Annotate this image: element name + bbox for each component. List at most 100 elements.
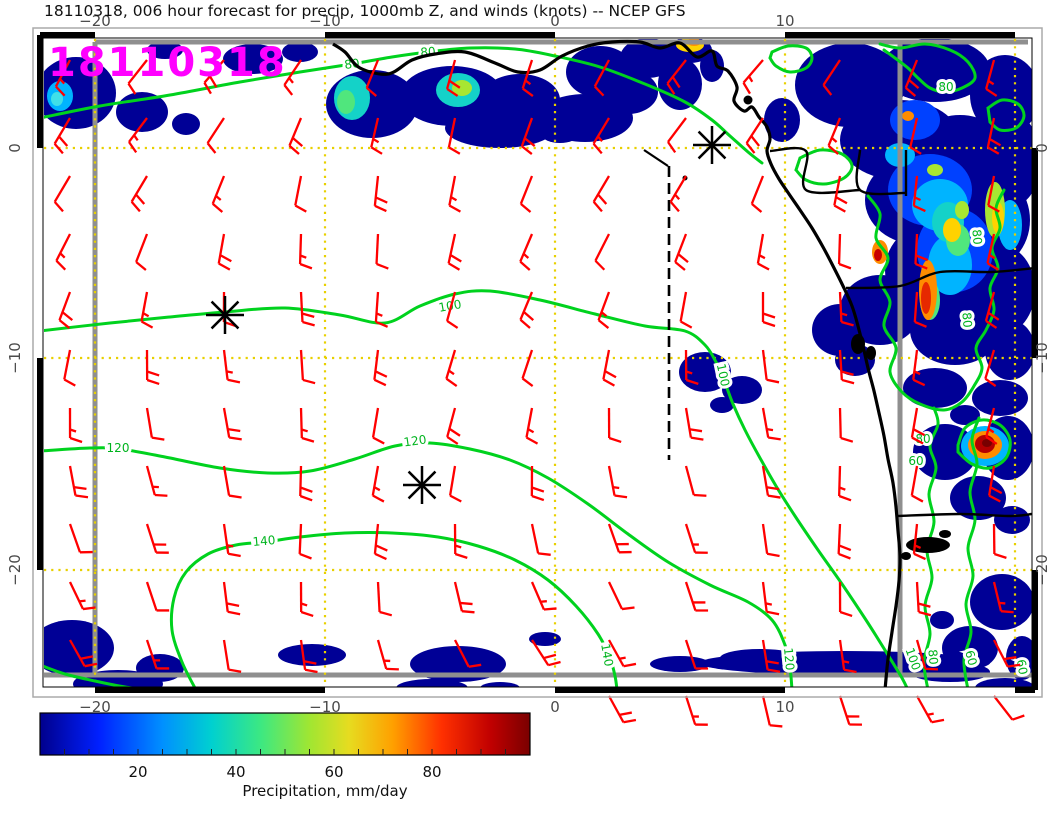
barb-staff: [217, 233, 226, 264]
barb-tick: [692, 715, 699, 718]
barb-staff: [761, 581, 768, 612]
wind-barb: [838, 639, 857, 674]
barb-staff: [68, 639, 86, 667]
barb-tick: [228, 494, 242, 499]
barb-tick: [766, 486, 780, 491]
barb-staff: [607, 639, 625, 667]
wind-barb: [371, 407, 385, 445]
barb-tick: [987, 427, 995, 434]
barb-tick: [376, 312, 383, 317]
wind-barb: [914, 233, 929, 270]
barb-staff: [684, 695, 697, 725]
precip-blob: [722, 376, 762, 404]
wind-barb: [453, 639, 482, 668]
barb-staff: [838, 695, 851, 725]
barb-staff: [669, 175, 687, 203]
barb-tick: [206, 142, 217, 154]
wind-barb: [445, 291, 459, 329]
barb-tick: [445, 377, 458, 387]
barb-tick: [597, 319, 610, 329]
wind-barb: [667, 117, 687, 154]
barb-tick: [152, 485, 159, 489]
precip-blob: [337, 90, 355, 114]
barb-tick: [538, 552, 551, 556]
barb-tick: [304, 668, 318, 674]
precip-blob: [282, 42, 318, 62]
barb-tick: [383, 659, 391, 663]
wind-barb: [55, 233, 72, 271]
wind-barb: [607, 407, 622, 444]
barb-tick: [215, 195, 222, 201]
wind-barb: [447, 117, 461, 155]
barb-tick: [619, 656, 626, 660]
barb-staff: [761, 695, 771, 726]
barb-tick: [843, 668, 857, 674]
barb-tick: [226, 602, 240, 607]
wind-barb: [521, 349, 534, 387]
coastline-path: [332, 39, 902, 687]
barb-tick: [827, 144, 839, 155]
barb-staff: [761, 639, 769, 670]
barb-tick: [597, 135, 603, 142]
barb-tick: [373, 378, 387, 387]
wind-barb: [54, 59, 72, 97]
barb-tick: [522, 310, 535, 322]
barb-staff: [376, 639, 388, 670]
barb-staff: [376, 581, 381, 613]
barb-tick: [908, 79, 920, 90]
barb-tick: [519, 318, 531, 329]
wind-barb: [761, 695, 783, 728]
wind-barb: [445, 59, 461, 97]
wind-barb: [519, 233, 534, 271]
precip-blob: [982, 439, 992, 447]
wind-barb: [453, 581, 475, 614]
wind-barb: [592, 175, 610, 213]
contour-label: 120: [107, 441, 130, 455]
barb-staff: [607, 581, 623, 610]
barb-tick: [55, 259, 67, 271]
datestamp-overlay: 18110318: [48, 40, 287, 86]
barb-tick: [690, 436, 704, 441]
wind-barb: [607, 581, 635, 611]
wind-barb: [985, 407, 998, 445]
barb-tick: [750, 135, 761, 147]
barb-tick: [768, 436, 781, 441]
barb-tick: [299, 552, 312, 560]
barb-staff: [592, 175, 610, 203]
barb-tick: [1012, 714, 1025, 721]
contour-label: 80: [343, 56, 360, 72]
wind-barb: [145, 407, 165, 441]
barb-tick: [450, 196, 458, 202]
barb-tick: [75, 494, 89, 499]
barb-tick: [911, 494, 924, 503]
barb-tick: [226, 370, 233, 374]
barb-tick: [602, 378, 615, 387]
barb-staff: [203, 59, 225, 84]
contour-label: 140: [252, 533, 276, 549]
height-contours-layer: 8080100100100120120120140140808060606080…: [44, 41, 1032, 687]
barb-staff: [756, 233, 765, 264]
wind-barb: [530, 523, 551, 556]
island-or-lake: [901, 552, 911, 560]
contour-line: [962, 416, 981, 687]
barb-staff: [446, 407, 457, 438]
wind-barb: [984, 291, 1000, 329]
wind-barb: [128, 117, 148, 154]
barb-tick: [448, 79, 461, 89]
barb-staff: [838, 407, 842, 439]
barb-tick: [985, 87, 998, 97]
barb-tick: [135, 193, 146, 205]
barb-staff: [299, 465, 303, 497]
barb-tick: [757, 262, 770, 271]
wind-barb: [298, 523, 312, 560]
barb-tick: [766, 552, 780, 558]
wind-barb: [593, 59, 611, 97]
barb-tick: [838, 262, 852, 270]
barb-tick: [219, 254, 232, 263]
axis-tick-labels: −20 −20 −10 −10 0 0 10 10 0 0 −10 −10 −20 −20: [6, 12, 1051, 716]
barb-tick: [300, 610, 314, 618]
barb-staff: [371, 465, 380, 496]
precip-blob: [278, 644, 346, 666]
barb-tick: [766, 660, 779, 665]
wind-barb: [745, 117, 764, 154]
